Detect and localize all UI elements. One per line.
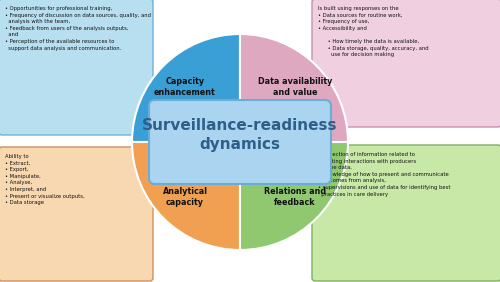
FancyBboxPatch shape <box>0 147 153 281</box>
FancyBboxPatch shape <box>312 0 500 127</box>
Wedge shape <box>132 34 240 142</box>
Text: Data availability
and value: Data availability and value <box>258 77 332 97</box>
FancyBboxPatch shape <box>312 145 500 281</box>
Text: Relations and
feedback: Relations and feedback <box>264 187 326 207</box>
Text: • Collection of information related to
  existing interactions with producers
  : • Collection of information related to e… <box>318 152 450 197</box>
Wedge shape <box>132 142 240 250</box>
Text: Analytical
capacity: Analytical capacity <box>162 187 208 207</box>
Wedge shape <box>240 142 348 250</box>
FancyBboxPatch shape <box>0 0 153 135</box>
Text: Capacity
enhancement: Capacity enhancement <box>154 77 216 97</box>
Wedge shape <box>240 34 348 142</box>
Text: • Opportunities for professional training,
• Frequency of discussion on data sou: • Opportunities for professional trainin… <box>5 6 151 50</box>
Text: Is built using responses on the
• Data sources for routine work,
• Frequency of : Is built using responses on the • Data s… <box>318 6 428 57</box>
FancyBboxPatch shape <box>149 100 331 184</box>
Text: Surveillance-readiness
dynamics: Surveillance-readiness dynamics <box>142 118 338 152</box>
Text: Ability to
• Extract,
• Export,
• Manipulate,
• Analyse,
• Interpret, and
• Pres: Ability to • Extract, • Export, • Manipu… <box>5 154 84 205</box>
